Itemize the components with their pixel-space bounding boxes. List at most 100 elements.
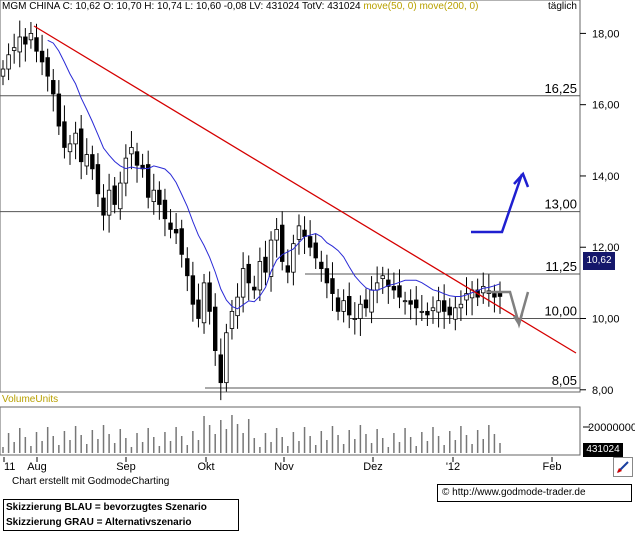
candle-body — [112, 185, 117, 205]
candle-body — [6, 54, 11, 70]
candle-body — [78, 128, 84, 163]
zoom-icon[interactable] — [613, 457, 633, 477]
time-tick-label: Nov — [274, 461, 294, 473]
candle-body — [123, 157, 129, 184]
volume-label: VolumeUnits — [2, 394, 59, 405]
copyright-link[interactable]: © http://www.godmode-trader.de — [437, 484, 632, 502]
candle-body — [67, 143, 73, 153]
candle-body — [162, 199, 168, 220]
volume-axis-tick: 20000000 — [588, 422, 635, 434]
candle-body — [347, 296, 352, 316]
candle-body — [369, 289, 374, 313]
candle-body — [464, 293, 469, 301]
candle-body — [453, 307, 458, 320]
scenario-blue-arrow — [471, 173, 524, 234]
candle-body — [419, 310, 425, 313]
volume-bars — [2, 415, 501, 453]
candle-body — [441, 300, 447, 312]
candle-body — [73, 132, 78, 145]
candle-body — [134, 151, 140, 166]
level-label: 13,00 — [544, 197, 577, 212]
candle-body — [296, 225, 302, 240]
candle-body — [140, 164, 145, 170]
candle-body — [492, 293, 497, 298]
candle-body — [307, 236, 313, 248]
time-tick-label: Okt — [197, 461, 214, 473]
chart-credit: Chart erstellt mit GodmodeCharting — [12, 476, 170, 487]
candle-body — [302, 229, 307, 237]
candle-body — [358, 303, 363, 319]
candle-body — [380, 275, 385, 279]
candle-body — [335, 297, 341, 312]
candle-body — [447, 306, 452, 316]
scenario-grey-arrowhead — [512, 313, 524, 328]
price-tick-label: 10,00 — [592, 314, 620, 326]
level-label: 11,25 — [545, 259, 577, 274]
candle-body — [101, 197, 106, 216]
candle-body — [213, 306, 218, 351]
candle-body — [252, 286, 257, 291]
time-axis: 11 Aug Sep Okt Nov Dez '12 Feb — [3, 457, 561, 473]
symbol: MGM CHINA — [2, 1, 60, 12]
candle-body — [11, 47, 17, 51]
candle-body — [263, 256, 268, 273]
price-panel-frame — [0, 0, 581, 393]
price-tick-label: 16,00 — [592, 100, 620, 112]
volume-panel-frame — [0, 406, 581, 456]
candle-body — [118, 182, 123, 210]
scenario-legend: Skizzierung BLAU = bevorzugtes Szenario … — [3, 499, 239, 531]
candle-body — [190, 275, 196, 305]
candle-body — [352, 318, 358, 320]
candle-body — [285, 265, 290, 273]
last-volume-badge: 431024 — [583, 443, 623, 457]
candle-body — [179, 228, 184, 255]
candle-body — [274, 229, 279, 241]
candles — [0, 20, 503, 401]
price-tick-label: 18,00 — [592, 28, 620, 40]
candle-body — [185, 258, 190, 277]
candle-body — [257, 261, 263, 291]
candle-body — [397, 285, 402, 298]
candle-body — [0, 68, 6, 77]
legend-blue: Skizzierung BLAU = bevorzugtes Szenario — [6, 502, 207, 513]
candle-body — [425, 310, 430, 316]
ohlc-readout: C: 10,62 O: 10,70 H: 10,74 L: 10,60 -0,0… — [62, 1, 361, 12]
candle-body — [84, 154, 89, 167]
candle-body — [246, 263, 251, 284]
candle-body — [240, 268, 246, 298]
candle-body — [145, 164, 151, 198]
candle-body — [173, 229, 179, 234]
candle-body — [56, 93, 62, 127]
price-tick-label: 14,00 — [592, 171, 620, 183]
candle-body — [391, 286, 397, 291]
price-tick-label: 8,00 — [592, 385, 613, 397]
price-tick-label: 12,00 — [592, 242, 620, 254]
candle-body — [62, 121, 67, 148]
candle-body — [106, 189, 112, 216]
time-tick-label: '12 — [446, 461, 460, 473]
candle-body — [268, 239, 274, 277]
candle-body — [458, 303, 464, 309]
time-tick-label: 11 — [4, 461, 15, 473]
candle-body — [436, 300, 441, 313]
candle-body — [481, 286, 486, 294]
candle-body — [430, 307, 436, 312]
candle-body — [28, 33, 34, 41]
candle-body — [34, 37, 39, 52]
last-price-badge: 10,62 — [583, 252, 615, 270]
candle-body — [386, 279, 391, 287]
candle-body — [324, 268, 330, 284]
candle-body — [313, 242, 318, 259]
period-label: täglich — [548, 1, 577, 12]
candle-body — [229, 310, 235, 329]
candle-body — [374, 282, 380, 291]
candle-body — [363, 299, 369, 309]
price-axis: 18,00 16,00 14,00 12,00 10,00 8,00 — [580, 28, 620, 397]
candle-body — [168, 222, 173, 230]
chart-header: MGM CHINA C: 10,62 O: 10,70 H: 10,74 L: … — [2, 1, 478, 12]
candle-body — [207, 282, 212, 312]
candle-body — [280, 224, 285, 262]
scenario-blue-arrowhead — [513, 171, 530, 188]
candle-body — [224, 332, 229, 384]
time-tick-label: Aug — [27, 461, 47, 473]
